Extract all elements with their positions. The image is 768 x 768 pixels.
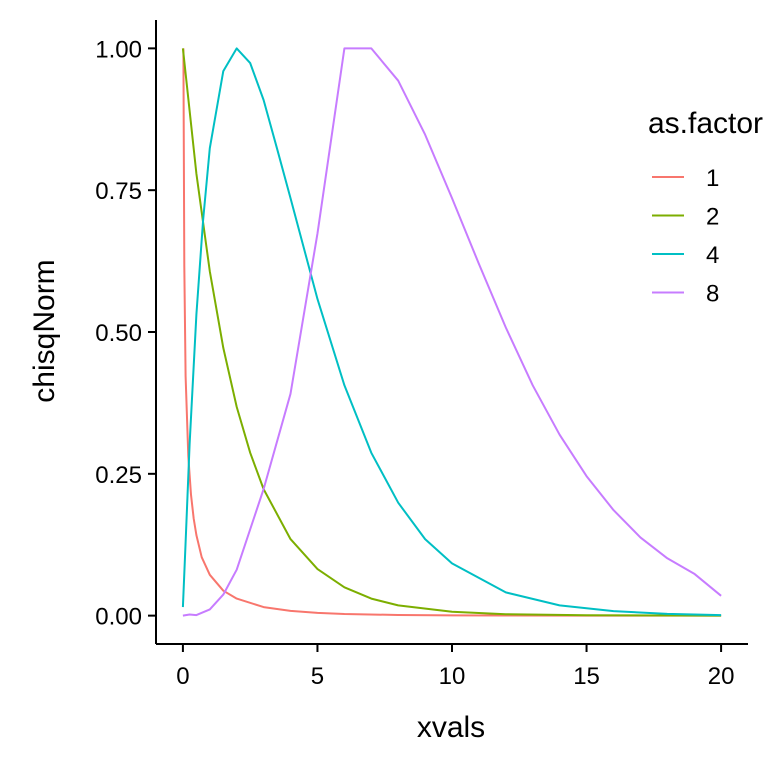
series-line-2 [181, 48, 722, 617]
x-tick-label: 20 [708, 663, 735, 690]
series-line-4 [181, 47, 722, 617]
x-tick-label: 15 [573, 663, 600, 690]
plot-area [181, 47, 722, 617]
x-tick-label: 0 [176, 663, 189, 690]
series-line-8 [182, 47, 722, 617]
y-axis-title: chisqNorm [28, 259, 61, 402]
y-tick-label: 0.25 [95, 462, 142, 489]
legend: as.factor 1 2 4 8 [648, 107, 763, 308]
x-tick-label: 5 [311, 663, 324, 690]
y-tick-label: 0.75 [95, 178, 142, 205]
legend-label-1: 1 [706, 165, 719, 192]
y-tick-label: 0.50 [95, 320, 142, 347]
x-axis-title: xvals [417, 711, 485, 744]
y-tick-label: 0.00 [95, 604, 142, 631]
legend-title: as.factor [648, 107, 763, 140]
x-tick-label: 10 [439, 663, 466, 690]
axes: 0 5 10 15 20 0.00 0.25 0.50 0.75 1.00 [95, 20, 748, 690]
legend-label-4: 4 [706, 242, 719, 269]
legend-label-2: 2 [706, 204, 719, 231]
legend-label-8: 8 [706, 281, 719, 308]
series-line-1 [182, 48, 722, 617]
y-tick-label: 1.00 [95, 36, 142, 63]
